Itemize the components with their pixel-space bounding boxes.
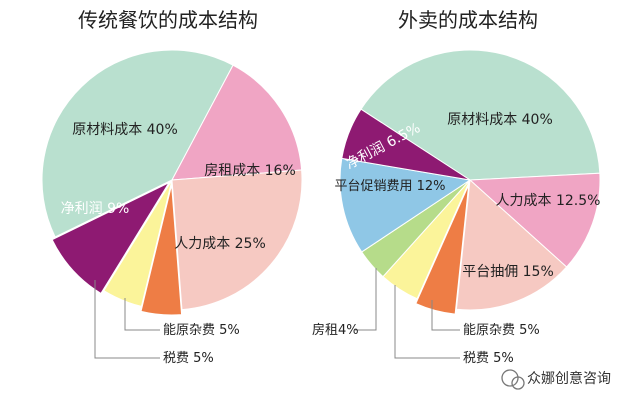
watermark-text: 众娜创意咨询: [527, 370, 611, 387]
pie-slice-0-4: [103, 179, 173, 307]
wechat-icon: [501, 369, 519, 387]
pie-takeout: [339, 49, 601, 315]
watermark: 众娜创意咨询: [501, 369, 611, 390]
pie-slice-0-2: [171, 169, 303, 311]
slice-label-labor-2: 人力成本 12.5%: [496, 193, 601, 209]
chart-takeout: 外卖的成本结构 原材料成本 40% 人力成本 12.5% 平台抽佣 15% 能原…: [312, 8, 601, 366]
chart-traditional-title: 传统餐饮的成本结构: [78, 8, 258, 32]
slice-label-platform-commission: 平台抽佣 15%: [462, 264, 554, 280]
leader-line-rent: [355, 268, 377, 331]
slice-label-rent: 房租成本 16%: [204, 163, 296, 179]
leader-line-energy-2: [431, 300, 460, 331]
slice-label-promotion: 平台促销费用 12%: [334, 179, 445, 194]
pie-slice-0-0: [41, 49, 234, 238]
slice-label-tax-2: 税费 5%: [463, 351, 514, 366]
pie-traditional: [41, 49, 303, 316]
leader-line-tax: [94, 280, 160, 359]
leader-line-tax-2: [394, 285, 460, 359]
pie-slice-1-6: [339, 157, 472, 253]
slice-label-energy: 能原杂费 5%: [163, 323, 240, 338]
pie-slice-0-1: [171, 64, 303, 181]
pie-slice-1-7: [341, 108, 471, 181]
slice-label-labor: 人力成本 25%: [174, 236, 266, 252]
chart-takeout-title: 外卖的成本结构: [398, 8, 538, 32]
slice-label-raw-material: 原材料成本 40%: [72, 122, 178, 138]
pie-slice-1-3: [415, 184, 470, 315]
leader-line-energy: [124, 298, 160, 331]
pie-slice-0-3: [140, 184, 183, 316]
wechat-icon-small: [511, 376, 525, 390]
slice-label-tax: 税费 5%: [163, 351, 214, 366]
pie-slice-1-2: [455, 178, 568, 311]
chart-traditional: 传统餐饮的成本结构 原材料成本 40% 房租成本 16% 人力成本 25% 能原…: [41, 8, 303, 366]
slice-label-net-profit: 净利润 9%: [61, 201, 130, 217]
slice-label-raw-material-2: 原材料成本 40%: [447, 112, 553, 128]
pie-slice-1-1: [468, 172, 601, 268]
slice-label-rent-2: 房租4%: [312, 322, 359, 338]
pie-slice-0-5: [51, 181, 171, 295]
slice-label-energy-2: 能原杂费 5%: [463, 323, 540, 338]
